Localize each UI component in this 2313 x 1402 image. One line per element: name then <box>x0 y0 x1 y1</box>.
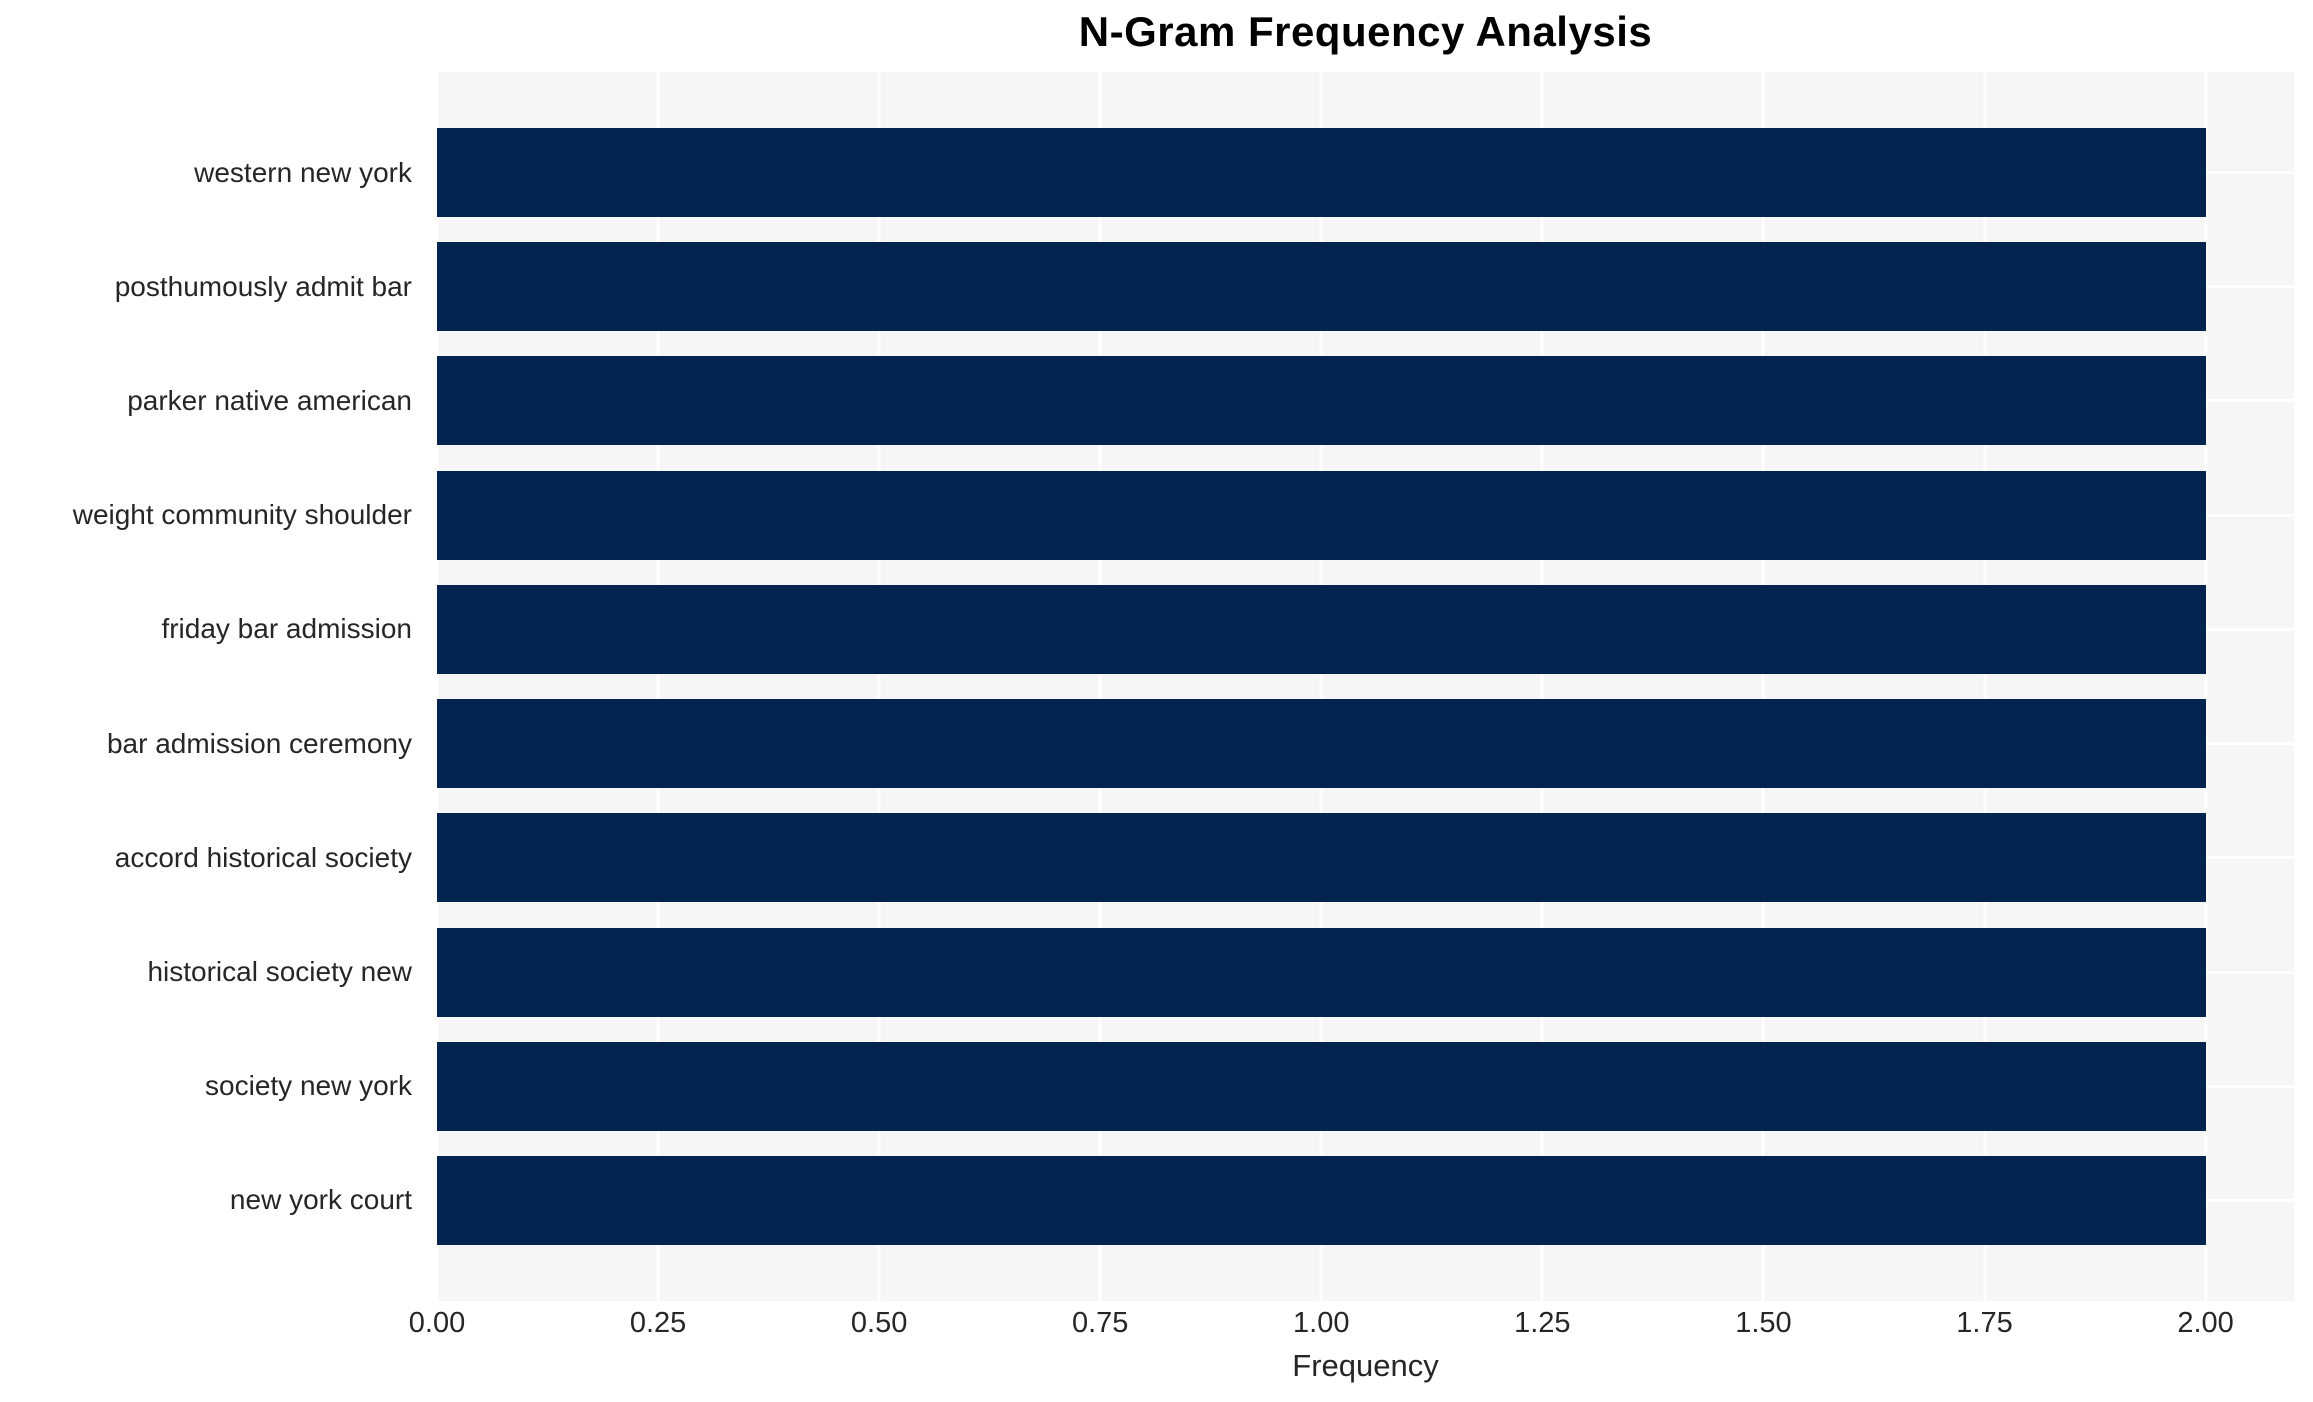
bar <box>437 927 2206 1017</box>
y-tick-label: western new york <box>194 156 412 188</box>
bar-row <box>437 128 2294 217</box>
vertical-gridline <box>1098 72 1102 1301</box>
y-tick-label: society new york <box>205 1070 412 1102</box>
bar-row <box>437 927 2294 1017</box>
y-tick-label: parker native american <box>127 384 412 416</box>
y-tick-label: bar admission ceremony <box>106 727 412 759</box>
bar <box>437 242 2206 332</box>
x-tick-label: 0.75 <box>1071 1307 1129 1339</box>
bar <box>437 128 2206 217</box>
x-tick-label: 0.00 <box>408 1307 466 1339</box>
bar-row <box>437 584 2294 674</box>
bar-row <box>437 356 2294 446</box>
gridlines-layer <box>435 72 2294 1301</box>
bar <box>437 1155 2206 1245</box>
bar <box>437 356 2206 446</box>
bar <box>437 699 2206 789</box>
y-tick-label: historical society new <box>147 956 412 988</box>
y-tick-label: friday bar admission <box>161 613 412 645</box>
vertical-gridline <box>2204 72 2208 1301</box>
y-tick-label: accord historical society <box>114 841 412 873</box>
vertical-gridline <box>435 72 439 1301</box>
vertical-gridline <box>1319 72 1323 1301</box>
chart-title: N-Gram Frequency Analysis <box>1078 8 1653 55</box>
x-tick-label: 2.00 <box>2177 1307 2234 1339</box>
x-axis: 0.00 0.25 0.50 0.75 1.00 1.25 1.50 1.75 2.00 <box>409 1307 2294 1343</box>
vertical-gridline <box>877 72 881 1301</box>
x-tick-label: 1.25 <box>1514 1307 1571 1339</box>
x-tick-label: 1.00 <box>1293 1307 1350 1339</box>
y-tick-label: weight community shoulder <box>72 499 412 531</box>
bars-layer <box>437 72 2294 1301</box>
x-tick-label: 1.75 <box>1956 1307 2013 1339</box>
bar <box>437 813 2206 903</box>
vertical-gridline <box>1761 72 1765 1301</box>
y-tick-label: new york court <box>229 1184 412 1216</box>
x-tick-label: 0.50 <box>850 1307 908 1339</box>
y-axis: western new york posthumously admit bar pa… <box>0 72 425 1301</box>
vertical-gridline <box>1540 72 1544 1301</box>
x-axis-title: Frequency <box>1292 1348 1439 1383</box>
bar-row <box>437 813 2294 903</box>
bar <box>437 470 2206 560</box>
bar-row <box>437 1155 2294 1245</box>
bar <box>437 1041 2206 1131</box>
x-tick-label: 0.25 <box>629 1307 687 1339</box>
bar <box>437 584 2206 674</box>
bar-row <box>437 242 2294 332</box>
vertical-gridline <box>1983 72 1986 1301</box>
vertical-gridline <box>656 72 660 1301</box>
bar-row <box>437 470 2294 560</box>
y-tick-label: posthumously admit bar <box>114 270 412 302</box>
bar-row <box>437 699 2294 789</box>
plot-area <box>435 72 2294 1301</box>
x-tick-label: 1.50 <box>1735 1307 1792 1339</box>
bar-row <box>437 1041 2294 1131</box>
